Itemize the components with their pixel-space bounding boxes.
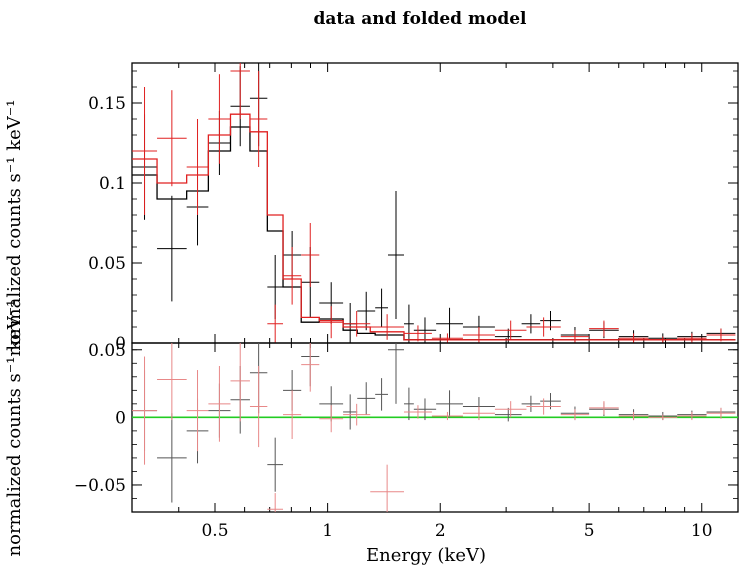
- top-y-tick-label: 0.1: [99, 174, 126, 194]
- bottom-y-axis-label: normalized counts s⁻¹ keV⁻¹: [4, 300, 25, 557]
- top-series-1-model: [132, 126, 736, 341]
- bottom-series-1-point: [375, 378, 388, 411]
- bottom-series-2-point: [494, 401, 527, 418]
- bottom-series-1-point: [157, 413, 187, 503]
- top-series-1-point: [403, 304, 414, 343]
- top-series-2-point: [249, 71, 268, 167]
- top-series-2-point: [283, 247, 302, 305]
- bottom-series-2-point: [589, 401, 619, 415]
- bottom-y-tick-label: 0.05: [88, 341, 126, 361]
- top-y-tick-label: 0.15: [88, 94, 126, 114]
- x-tick-label: 1: [322, 521, 333, 541]
- bottom-series-2-point: [677, 411, 707, 421]
- bottom-series-2-point: [230, 343, 250, 422]
- x-axis-label: Energy (keV): [366, 545, 486, 566]
- bottom-series-2-point: [186, 370, 209, 452]
- top-series-2-point: [677, 333, 707, 343]
- top-series-2-point: [186, 119, 209, 215]
- bottom-series-2-point: [301, 343, 320, 392]
- bottom-series-2-point: [618, 411, 649, 421]
- top-series-1-point: [436, 307, 463, 340]
- top-panel: 0 0.05 0.1 0.15: [88, 62, 739, 354]
- top-series-2-point: [706, 328, 736, 342]
- bottom-series-1-point: [521, 395, 541, 412]
- bottom-series-1-point: [436, 390, 463, 418]
- top-series-1-point: [521, 314, 541, 334]
- top-y-axis-label: normalized counts s⁻¹ keV⁻¹: [4, 100, 25, 357]
- bottom-series-2-point: [132, 356, 158, 465]
- top-series-2-point: [589, 320, 619, 337]
- top-series-1-point: [494, 328, 522, 343]
- top-series-2-point: [403, 325, 432, 342]
- bottom-series-2-point: [648, 414, 678, 421]
- top-series-1-point: [375, 288, 388, 327]
- bottom-series-2-point: [208, 365, 231, 442]
- x-tick-label: 2: [435, 521, 446, 541]
- top-series-2-point: [494, 320, 527, 340]
- top-y-tick-label: 0.05: [88, 254, 126, 274]
- top-series-1-point: [157, 195, 187, 302]
- bottom-frame: [131, 342, 739, 513]
- bottom-series-1-point: [387, 343, 404, 404]
- top-series-2-point: [132, 87, 158, 215]
- top-series-2-point: [301, 223, 320, 287]
- top-series-2-point: [648, 336, 678, 343]
- bottom-y-tick-label: −0.05: [74, 476, 126, 496]
- top-series-2-point: [370, 314, 404, 340]
- bottom-series-2-point: [343, 403, 371, 426]
- chart-title: data and folded model: [314, 9, 528, 29]
- bottom-series-2-point: [267, 493, 284, 512]
- top-series-2-point: [157, 90, 187, 187]
- top-series-2-point: [267, 304, 284, 343]
- bottom-series-2-point: [560, 409, 590, 421]
- bottom-series-2-point: [249, 365, 268, 448]
- bottom-panel: −0.05 0 0.05 0.5 1 2 5 10: [74, 341, 739, 541]
- bottom-series-2-point: [706, 407, 736, 419]
- top-series-2-point: [526, 317, 561, 337]
- top-frame: [131, 62, 739, 344]
- top-series-2-point: [319, 306, 344, 339]
- top-series-1-point: [343, 303, 358, 343]
- top-series-2-point: [230, 63, 250, 119]
- bottom-series-2-point: [319, 405, 344, 433]
- bottom-series-2-point: [403, 405, 432, 419]
- bottom-series-2-point: [462, 406, 495, 421]
- x-tick-label: 0.5: [201, 521, 228, 541]
- top-series-2-point: [431, 333, 463, 343]
- bottom-series-2-point: [431, 411, 463, 421]
- top-series-2-point: [618, 333, 649, 343]
- bottom-series-1-point: [403, 387, 414, 421]
- bottom-series-1-point: [267, 437, 284, 492]
- top-series-2-point: [560, 330, 590, 343]
- top-series-1-point: [357, 291, 376, 331]
- x-tick-label: 10: [691, 521, 713, 541]
- top-series-2-model: [132, 113, 736, 341]
- bottom-series-1-point: [357, 382, 376, 415]
- top-series-2-point: [208, 74, 231, 164]
- top-series-2-point: [343, 311, 371, 337]
- bottom-y-tick-label: 0: [115, 408, 126, 428]
- bottom-series-2-point: [283, 390, 302, 439]
- bottom-series-2-point: [370, 464, 404, 512]
- x-tick-label: 5: [584, 521, 595, 541]
- top-y-tick-label: 0: [115, 334, 126, 354]
- top-series-1-point: [387, 191, 404, 319]
- top-series-2-point: [462, 327, 495, 343]
- bottom-series-1-point: [343, 394, 358, 430]
- bottom-series-1-point: [494, 407, 522, 422]
- bottom-series-2-point: [157, 343, 187, 421]
- bottom-series-2-point: [526, 398, 561, 415]
